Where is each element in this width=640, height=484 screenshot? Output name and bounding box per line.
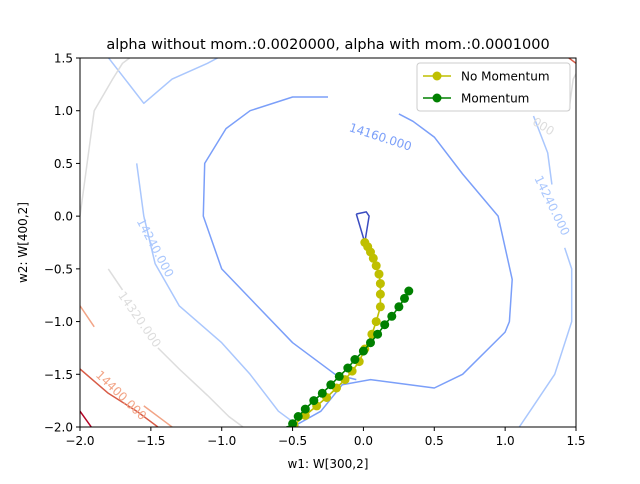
- y-tick-label-1: −1.5: [44, 368, 73, 382]
- x-tick-label-2: −1.0: [207, 434, 236, 448]
- x-axis-ticks: −2.0 −1.5 −1.0 −0.5 0.0 0.5 1.0 1.5: [65, 427, 586, 448]
- x-tick-label-6: 1.0: [496, 434, 515, 448]
- legend-marker-momentum: [432, 93, 442, 103]
- x-axis-label: w1: W[300,2]: [288, 457, 369, 471]
- point-no-momentum-4: [371, 261, 381, 271]
- contour-line-c14160-2: [202, 96, 357, 381]
- point-momentum-4: [380, 320, 390, 330]
- point-momentum-1: [400, 293, 409, 303]
- y-tick-label-6: 1.0: [54, 104, 73, 118]
- point-momentum-12: [317, 388, 327, 398]
- point-momentum-0: [404, 286, 414, 296]
- point-momentum-5: [373, 329, 383, 339]
- legend-label-momentum: Momentum: [461, 92, 529, 106]
- point-momentum-16: [288, 419, 298, 427]
- point-momentum-13: [309, 396, 319, 406]
- y-tick-label-4: 0.0: [54, 210, 73, 224]
- point-momentum-8: [350, 355, 360, 364]
- contour-line-c14240-4: [135, 163, 301, 427]
- contour-line-c14320-7: [80, 58, 131, 217]
- point-momentum-10: [334, 371, 344, 381]
- y-axis-label: w2: W[400,2]: [16, 202, 30, 283]
- y-tick-label-2: −1.0: [44, 315, 73, 329]
- legend-marker-no-momentum: [432, 71, 442, 81]
- contour-lines: [80, 58, 576, 427]
- trajectories: [285, 238, 414, 427]
- point-no-momentum-9: [371, 317, 381, 327]
- point-no-momentum-8: [375, 302, 385, 312]
- point-momentum-3: [387, 311, 397, 321]
- x-tick-label-3: −0.5: [278, 434, 307, 448]
- contour-line-c14240-6: [518, 247, 573, 427]
- legend-box: [416, 62, 571, 112]
- point-no-momentum-5: [374, 269, 384, 279]
- contour-line-c14160-1: [292, 113, 513, 427]
- point-momentum-11: [326, 380, 336, 390]
- contour-line-outer-15: [80, 410, 92, 427]
- y-tick-label-3: −0.5: [44, 262, 73, 276]
- point-no-momentum-18: [300, 410, 310, 420]
- point-no-momentum-6: [375, 279, 385, 289]
- point-no-momentum-7: [375, 289, 385, 299]
- legend-label-no-momentum: No Momentum: [461, 70, 550, 84]
- point-momentum-2: [394, 302, 404, 312]
- contour-line-innermost-0: [355, 211, 370, 244]
- contour-line-c14480-13: [80, 368, 159, 427]
- x-tick-label-7: 1.5: [566, 434, 585, 448]
- contour-line-c14320-9: [157, 347, 244, 427]
- contour-line-c14400-11: [80, 305, 95, 328]
- point-momentum-6: [366, 338, 375, 348]
- plot-frame: [79, 57, 577, 428]
- x-tick-label-4: 0.0: [354, 434, 373, 448]
- contour-line-c14240-5: [532, 115, 553, 185]
- y-axis-ticks: −2.0 −1.5 −1.0 −0.5 0.0 0.5 1.0 1.5: [44, 52, 80, 435]
- x-tick-label-5: 0.5: [425, 434, 444, 448]
- legend: No Momentum Momentum: [416, 62, 571, 112]
- contour-line-c14240-3: [107, 58, 218, 105]
- contour-line-c14480-14: [568, 58, 576, 64]
- chart-title: alpha without mom.:0.0020000, alpha with…: [106, 37, 549, 53]
- point-momentum-14: [300, 404, 310, 414]
- y-tick-label-0: −2.0: [44, 421, 73, 435]
- point-momentum-7: [358, 346, 368, 356]
- x-tick-label-1: −1.5: [136, 434, 165, 448]
- point-no-momentum-3: [368, 253, 378, 263]
- contour-line-c14400-12: [143, 405, 173, 427]
- point-momentum-15: [293, 412, 303, 421]
- y-tick-label-7: 1.5: [54, 52, 73, 66]
- x-tick-label-0: −2.0: [65, 434, 94, 448]
- contour-line-c14320-8: [107, 268, 124, 291]
- point-momentum-9: [343, 363, 353, 373]
- y-tick-label-5: 0.5: [54, 157, 73, 171]
